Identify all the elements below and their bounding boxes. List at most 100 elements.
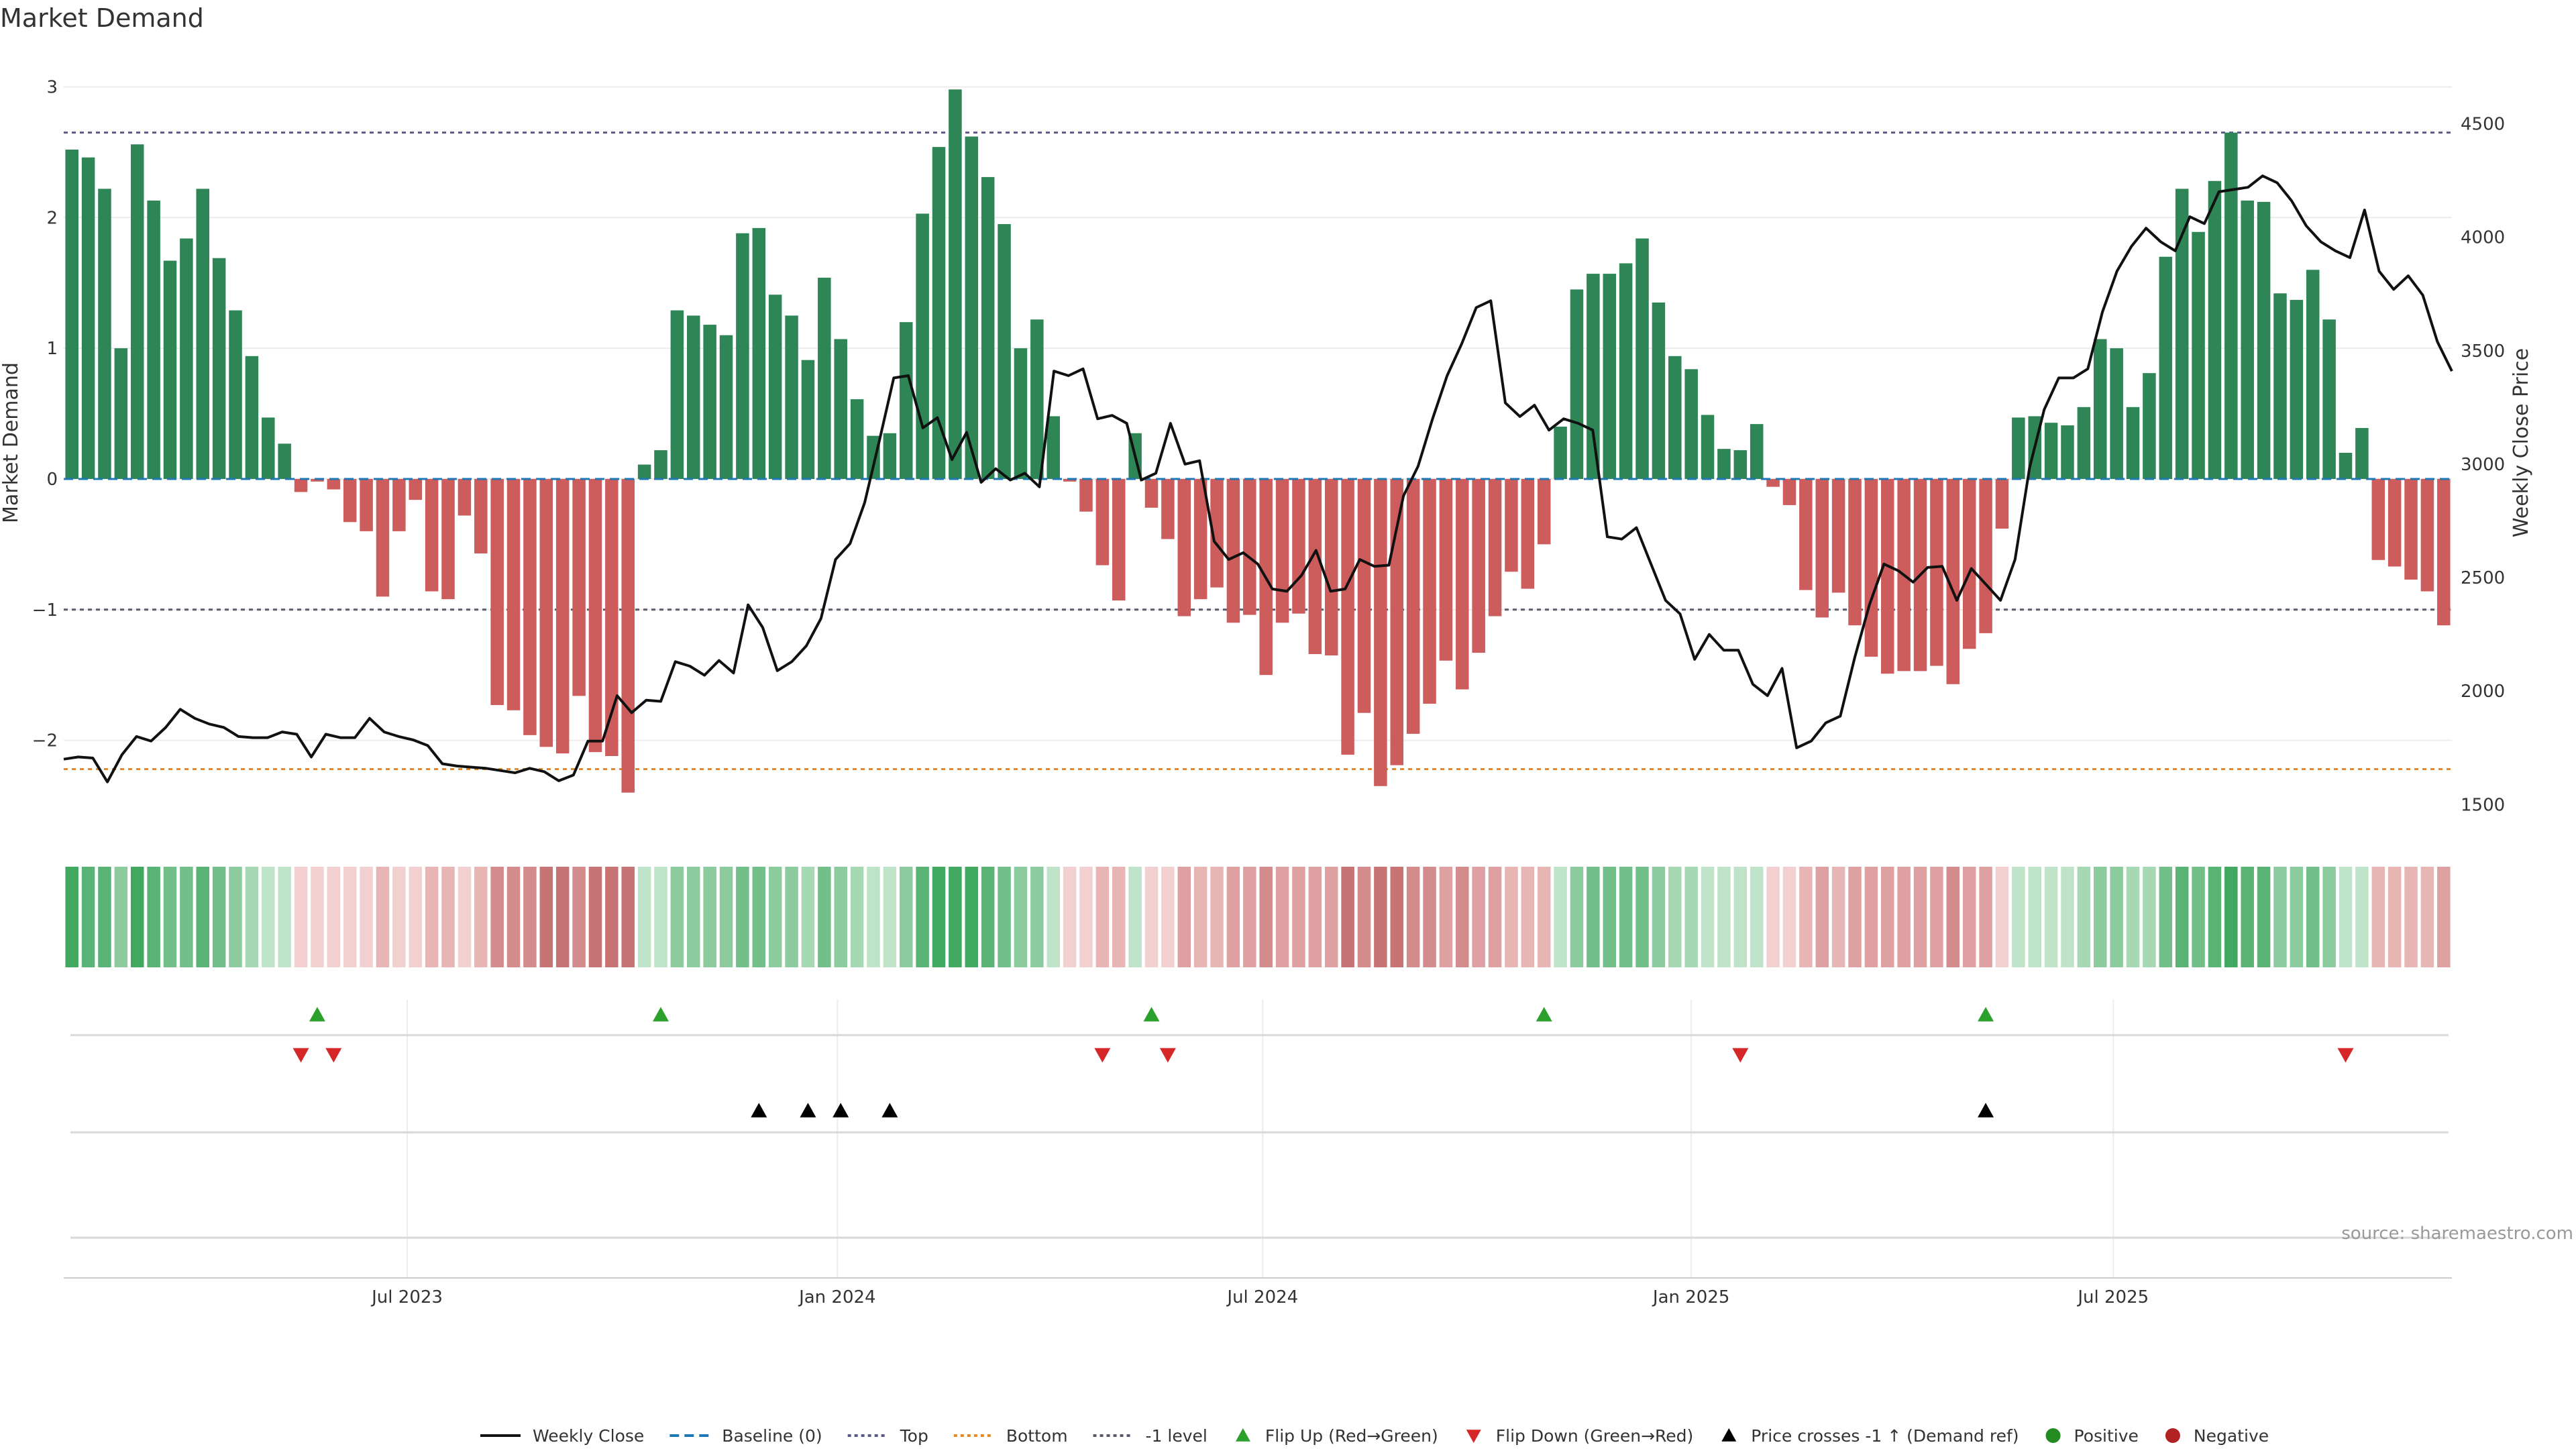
- demand-bar-7: [180, 238, 193, 479]
- strip-cell-92: [1570, 867, 1584, 967]
- demand-bar-68: [1177, 478, 1191, 616]
- strip-cell-79: [1357, 867, 1371, 967]
- demand-bar-20: [392, 478, 406, 531]
- strip-cell-63: [1095, 867, 1110, 967]
- y2-tick-label-4: 2500: [2461, 568, 2505, 588]
- legend-item-0: Weekly Close: [480, 1426, 644, 1446]
- demand-bar-33: [605, 478, 619, 756]
- demand-bar-25: [474, 478, 488, 554]
- legend-label-1: Baseline (0): [722, 1426, 822, 1446]
- demand-bar-44: [785, 315, 798, 479]
- chart-title: Market Demand: [0, 3, 204, 33]
- y-tick-label-3: 0: [46, 470, 58, 490]
- legend-item-4: -1 level: [1093, 1426, 1208, 1446]
- strip-cell-125: [2110, 867, 2123, 967]
- strip-cell-103: [1750, 867, 1764, 967]
- strip-cell-89: [1521, 867, 1535, 967]
- strip-cell-9: [212, 867, 226, 967]
- strip-cell-13: [278, 867, 291, 967]
- strip-cell-18: [360, 867, 373, 967]
- demand-bar-51: [900, 322, 913, 479]
- strip-cell-135: [2273, 867, 2287, 967]
- strip-cell-122: [2061, 867, 2074, 967]
- strip-cell-145: [2437, 867, 2451, 967]
- demand-bar-130: [2192, 231, 2205, 479]
- x-tick-label-1: Jan 2024: [798, 1287, 876, 1307]
- strip-cell-16: [327, 867, 341, 967]
- strip-cell-123: [2077, 867, 2091, 967]
- y-tick-label-0: 3: [46, 77, 58, 97]
- strip-cell-86: [1472, 867, 1485, 967]
- strip-cell-142: [2387, 867, 2402, 967]
- strip-cell-7: [180, 867, 193, 967]
- strip-cell-127: [2143, 867, 2156, 967]
- strip-cell-90: [1537, 867, 1551, 967]
- demand-bar-11: [245, 356, 259, 479]
- strip-cell-73: [1259, 867, 1273, 967]
- demand-bar-10: [229, 310, 242, 479]
- strip-cell-141: [2371, 867, 2385, 967]
- demand-bar-60: [1046, 416, 1060, 479]
- strip-cell-53: [932, 867, 946, 967]
- demand-bar-116: [1962, 478, 1976, 649]
- strip-cell-24: [458, 867, 472, 967]
- strip-cell-69: [1193, 867, 1208, 967]
- legend-item-5: Flip Up (Red→Green): [1235, 1426, 1438, 1446]
- strip-cell-95: [1619, 867, 1633, 967]
- demand-bar-53: [932, 147, 946, 479]
- demand-bar-13: [278, 443, 291, 479]
- strip-cell-109: [1848, 867, 1862, 967]
- demand-bar-134: [2257, 201, 2271, 479]
- strip-cell-112: [1897, 867, 1911, 967]
- demand-bar-76: [1308, 478, 1322, 655]
- strip-cell-91: [1554, 867, 1567, 967]
- strip-cell-26: [490, 867, 504, 967]
- demand-bar-88: [1505, 478, 1518, 572]
- demand-bar-87: [1488, 478, 1502, 616]
- strip-cell-71: [1226, 867, 1240, 967]
- demand-bar-78: [1341, 478, 1354, 755]
- legend-label-3: Bottom: [1006, 1426, 1068, 1446]
- demand-bar-93: [1587, 274, 1600, 479]
- signal-panels: [70, 1000, 2449, 1278]
- strip-cell-46: [818, 867, 831, 967]
- demand-bar-85: [1456, 478, 1469, 690]
- strip-cell-99: [1684, 867, 1698, 967]
- demand-bar-100: [1701, 415, 1715, 479]
- legend-swatch-6: [1466, 1430, 1481, 1443]
- x-axis: Jul 2023 Jan 2024 Jul 2024 Jan 2025 Jul 2025: [64, 1277, 2452, 1307]
- legend-swatch-9: [2165, 1428, 2180, 1443]
- y-axis-label: Market Demand: [0, 362, 23, 523]
- demand-bar-40: [719, 335, 733, 479]
- strip-cell-116: [1962, 867, 1976, 967]
- y2-tick-label-5: 2000: [2461, 682, 2505, 702]
- strip-cell-55: [965, 867, 979, 967]
- strip-cell-130: [2192, 867, 2205, 967]
- demand-bar-133: [2241, 200, 2254, 479]
- demand-bar-75: [1292, 478, 1305, 614]
- strip-cell-68: [1177, 867, 1191, 967]
- right-y-axis: 4500 4000 3500 3000 2500 2000 1500: [2461, 114, 2505, 815]
- demand-bar-111: [1881, 478, 1894, 674]
- strip-cell-4: [130, 867, 144, 967]
- demand-bar-141: [2371, 478, 2385, 560]
- strip-cell-62: [1079, 867, 1093, 967]
- demand-bar-6: [163, 260, 177, 479]
- demand-bar-4: [130, 144, 144, 479]
- demand-bar-71: [1226, 478, 1240, 623]
- strip-cell-85: [1456, 867, 1469, 967]
- demand-bar-77: [1324, 478, 1338, 655]
- strip-cell-114: [1930, 867, 1943, 967]
- legend-label-9: Negative: [2194, 1426, 2269, 1446]
- strip-cell-50: [883, 867, 897, 967]
- demand-bar-23: [441, 478, 455, 600]
- demand-bar-127: [2143, 373, 2156, 479]
- flip-down-marker-2: [1094, 1048, 1111, 1063]
- strip-cell-111: [1881, 867, 1894, 967]
- strip-cell-22: [425, 867, 439, 967]
- demand-bar-30: [555, 478, 570, 754]
- demand-bar-86: [1472, 478, 1485, 653]
- demand-bar-128: [2159, 256, 2173, 479]
- y2-tick-label-6: 1500: [2461, 795, 2505, 815]
